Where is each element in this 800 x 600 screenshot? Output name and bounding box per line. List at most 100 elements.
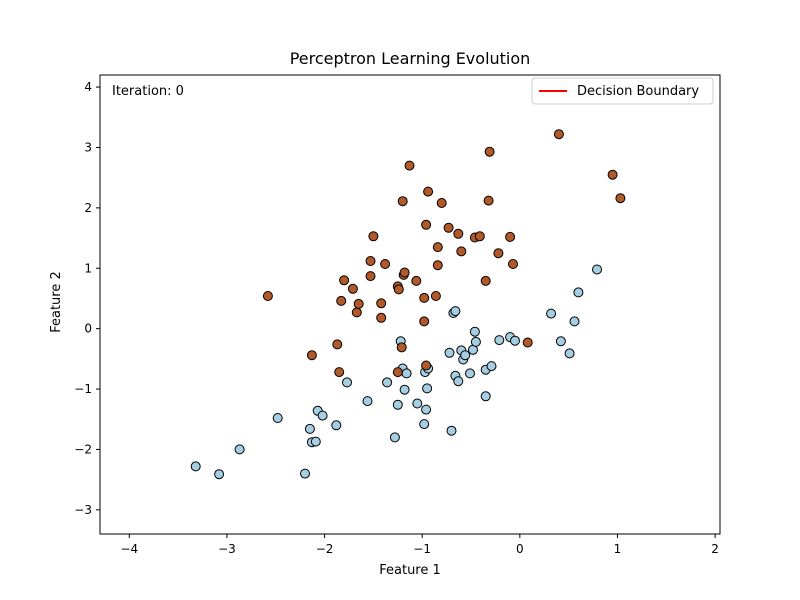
data-point-class-0	[465, 368, 475, 379]
y-tick-label: −2	[74, 442, 92, 456]
data-point-class-0	[317, 410, 328, 421]
data-point-class-0	[470, 336, 481, 347]
data-point-class-0	[399, 384, 410, 395]
y-tick-label: 3	[84, 140, 92, 154]
data-point-class-1	[430, 291, 441, 301]
data-point-class-0	[382, 377, 393, 388]
data-point-class-1	[306, 350, 317, 361]
data-point-class-1	[380, 259, 391, 269]
data-point-class-0	[331, 420, 342, 431]
data-point-class-0	[569, 316, 580, 327]
data-point-class-0	[234, 444, 245, 455]
x-tick-label: −2	[316, 542, 334, 556]
data-point-class-0	[300, 468, 310, 479]
data-point-class-1	[453, 228, 464, 239]
data-point-class-1	[336, 295, 347, 306]
data-point-class-1	[334, 367, 345, 378]
legend-label: Decision Boundary	[577, 84, 699, 99]
iteration-annotation: Iteration: 0	[112, 84, 184, 99]
y-axis-label: Feature 2	[49, 271, 64, 333]
legend-box	[531, 77, 714, 105]
data-point-class-1	[432, 260, 443, 271]
data-point-class-1	[421, 360, 432, 371]
axes: −4 −3 −2 −1 0 1 2 −3 −2 −1 0 1 2 3 4	[74, 74, 721, 556]
data-point-class-0	[460, 350, 471, 361]
data-point-class-1	[347, 283, 358, 294]
legend: Decision Boundary	[531, 77, 714, 105]
x-tick-label: 2	[711, 542, 719, 556]
data-point-class-0	[446, 425, 457, 436]
data-point-class-0	[573, 287, 584, 298]
data-point-class-1	[397, 196, 408, 207]
data-point-class-1	[353, 298, 364, 309]
data-point-class-0	[444, 347, 455, 358]
data-point-class-0	[190, 461, 201, 472]
x-axis-label: Feature 1	[379, 563, 441, 578]
data-point-class-0	[389, 432, 400, 443]
data-point-class-0	[310, 436, 321, 447]
x-tick-label: 1	[614, 542, 622, 556]
data-point-class-0	[469, 326, 480, 337]
y-tick-label: 2	[84, 201, 92, 215]
data-point-class-1	[368, 231, 379, 242]
data-point-class-1	[392, 367, 403, 378]
data-point-class-1	[351, 307, 362, 318]
data-point-class-1	[505, 231, 516, 242]
data-point-class-1	[421, 219, 432, 230]
plot-frame	[99, 74, 721, 535]
data-point-class-0	[401, 368, 412, 379]
data-point-class-0	[546, 308, 557, 319]
data-point-class-0	[480, 391, 491, 402]
data-point-class-1	[393, 284, 404, 295]
data-point-class-1	[508, 259, 518, 269]
data-point-class-1	[376, 298, 387, 309]
data-point-class-1	[411, 275, 422, 286]
data-point-class-0	[555, 336, 566, 347]
data-point-class-1	[443, 222, 454, 233]
data-point-class-1	[522, 337, 533, 348]
data-point-class-1	[262, 291, 273, 301]
data-point-class-1	[339, 275, 350, 286]
data-point-class-0	[272, 413, 283, 423]
data-point-class-1	[396, 342, 407, 353]
data-point-class-1	[332, 339, 343, 350]
x-tick-label: −4	[120, 542, 138, 556]
y-tick-label: 4	[84, 80, 92, 94]
x-tick-label: 0	[516, 542, 524, 556]
data-point-class-1	[423, 186, 434, 197]
data-point-class-1	[553, 129, 564, 140]
data-point-class-1	[376, 312, 387, 323]
data-point-class-1	[432, 242, 443, 253]
data-point-class-0	[564, 348, 575, 359]
data-point-class-0	[392, 399, 403, 410]
data-point-class-0	[453, 376, 464, 387]
data-point-class-0	[450, 306, 461, 317]
x-tick-label: −1	[413, 542, 431, 556]
data-point-class-1	[474, 231, 485, 242]
data-point-class-1	[399, 267, 410, 278]
data-point-class-0	[486, 361, 497, 372]
data-point-class-0	[304, 423, 315, 434]
data-point-class-1	[419, 292, 430, 303]
chart-title: Perceptron Learning Evolution	[290, 49, 531, 68]
data-point-class-0	[362, 396, 373, 407]
data-point-class-1	[493, 248, 504, 259]
data-point-class-0	[422, 383, 433, 394]
data-point-class-0	[592, 264, 602, 275]
data-point-class-1	[436, 198, 447, 208]
data-point-class-1	[615, 193, 626, 204]
data-point-class-0	[342, 377, 352, 388]
data-point-class-1	[404, 160, 415, 171]
y-tick-label: −1	[74, 382, 92, 396]
data-point-class-1	[365, 256, 376, 266]
data-point-class-0	[494, 335, 505, 346]
data-point-class-0	[421, 404, 432, 415]
data-point-class-1	[480, 275, 491, 286]
data-point-class-0	[412, 398, 423, 409]
y-tick-label: 0	[84, 322, 92, 336]
data-point-class-1	[483, 195, 494, 206]
data-point-class-1	[365, 271, 376, 282]
data-point-class-0	[419, 419, 430, 430]
data-points	[190, 129, 626, 480]
